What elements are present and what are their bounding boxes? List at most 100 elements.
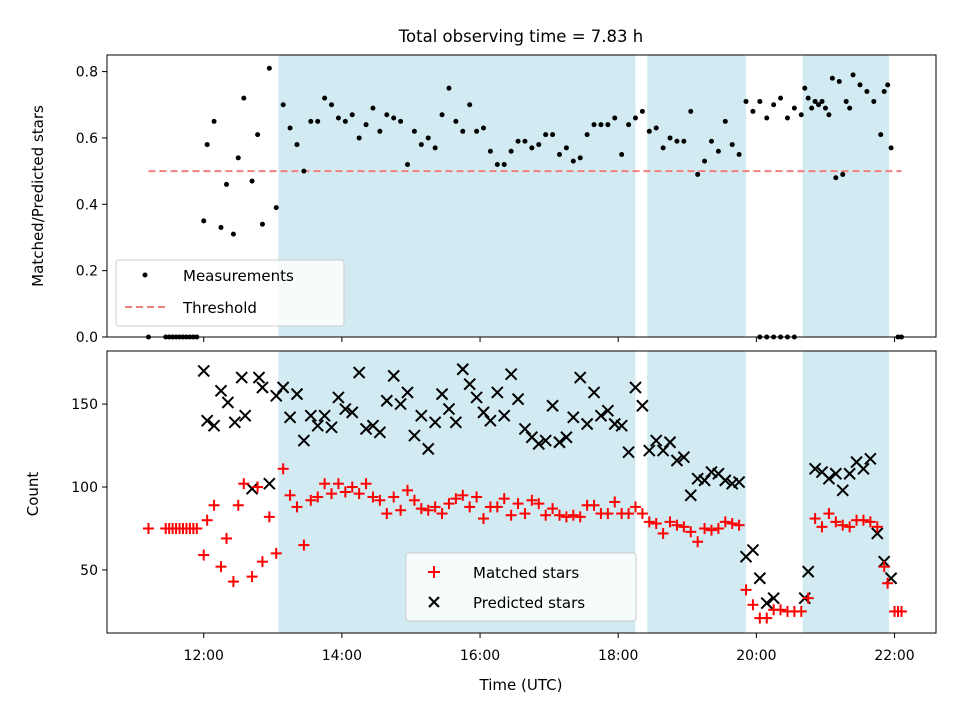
- predicted-point: [504, 368, 518, 381]
- predicted-stroke: [767, 591, 780, 605]
- measurement-point: [722, 118, 728, 124]
- predicted-stroke: [332, 391, 345, 404]
- measurement-point: [681, 138, 687, 144]
- measurement-point: [550, 132, 556, 138]
- matched-point: [450, 493, 462, 505]
- matched-point: [830, 516, 842, 528]
- matched-point: [560, 511, 572, 523]
- predicted-stroke: [428, 416, 442, 429]
- matched-point: [636, 508, 648, 520]
- measurement-point: [356, 135, 362, 141]
- predicted-point: [380, 394, 393, 407]
- predicted-point: [256, 381, 269, 394]
- measurement-point: [639, 108, 645, 114]
- measurement-point: [280, 102, 286, 108]
- measurement-point: [391, 115, 397, 121]
- y-tick-label: 0.0: [76, 330, 98, 346]
- measurement-point: [418, 142, 424, 148]
- predicted-stroke: [732, 475, 746, 489]
- predicted-point: [801, 565, 815, 578]
- predicted-point: [415, 409, 428, 422]
- predicted-point: [732, 475, 746, 489]
- measurement-point: [805, 95, 811, 101]
- measurement-point: [342, 118, 348, 124]
- measurement-point: [888, 145, 894, 151]
- predicted-stroke: [705, 465, 718, 479]
- predicted-stroke: [290, 387, 304, 401]
- measurement-point: [729, 142, 735, 148]
- predicted-point: [491, 386, 504, 399]
- measurement-point: [695, 171, 701, 177]
- predicted-point: [546, 399, 559, 412]
- predicted-stroke: [435, 387, 449, 401]
- matched-point: [332, 478, 344, 490]
- predicted-stroke: [415, 409, 428, 422]
- predicted-stroke: [712, 467, 725, 480]
- matched-point: [567, 509, 579, 521]
- predicted-stroke: [311, 419, 324, 432]
- matched-point: [270, 547, 282, 559]
- predicted-point: [864, 452, 877, 466]
- matched-point: [227, 576, 239, 588]
- predicted-stroke: [663, 436, 677, 449]
- matched-point: [198, 549, 210, 561]
- predicted-stroke: [238, 409, 252, 422]
- measurement-point: [405, 161, 411, 167]
- x-tick-label: 18:00: [598, 648, 638, 664]
- measurement-point: [398, 118, 404, 124]
- predicted-stroke: [511, 392, 525, 406]
- predicted-point: [636, 399, 649, 412]
- matched-point: [246, 571, 258, 583]
- measurement-point: [308, 118, 314, 124]
- predicted-stroke: [567, 411, 580, 424]
- predicted-point: [387, 369, 400, 383]
- measurement-point: [411, 128, 417, 134]
- predicted-stroke: [470, 391, 483, 404]
- measurement-point: [757, 98, 763, 104]
- matched-point: [319, 478, 331, 490]
- predicted-stroke: [643, 444, 656, 457]
- matched-point: [540, 509, 552, 521]
- measurement-point: [259, 221, 265, 227]
- matched-point: [761, 612, 773, 624]
- observing-span: [647, 351, 747, 633]
- measurement-point: [598, 122, 604, 128]
- legend-measurements-label: Measurements: [183, 267, 294, 285]
- predicted-stroke: [408, 429, 421, 442]
- matched-point: [602, 508, 614, 520]
- measurement-point: [273, 205, 279, 211]
- matched-point: [208, 499, 220, 511]
- predicted-stroke: [276, 381, 290, 394]
- matched-point: [346, 481, 358, 493]
- predicted-point: [449, 416, 463, 429]
- predicted-stroke: [843, 467, 856, 480]
- predicted-point: [235, 371, 248, 384]
- predicted-stroke: [587, 386, 601, 399]
- predicted-stroke: [491, 386, 504, 399]
- predicted-point: [808, 462, 822, 475]
- matched-point: [353, 488, 365, 500]
- measurement-point: [474, 128, 480, 134]
- matched-point: [252, 481, 264, 493]
- y-tick-label: 50: [80, 563, 98, 579]
- predicted-point: [663, 436, 677, 449]
- predicted-point: [359, 422, 373, 436]
- matched-point: [505, 509, 517, 521]
- predicted-stroke: [622, 445, 635, 459]
- predicted-point: [567, 411, 580, 424]
- x-axis-label: Time (UTC): [479, 676, 563, 694]
- chart-title: Total observing time = 7.83 h: [398, 27, 643, 46]
- matched-point: [844, 521, 856, 533]
- matched-point: [650, 518, 662, 530]
- measurement-point: [743, 98, 749, 104]
- matched-point: [685, 526, 697, 538]
- measurement-point: [439, 112, 445, 118]
- matched-point: [512, 498, 524, 510]
- matched-point: [664, 516, 676, 528]
- matched-point: [284, 489, 296, 501]
- matched-point: [699, 522, 711, 534]
- measurement-point: [840, 171, 846, 177]
- legend-matched-label: Matched stars: [473, 564, 579, 582]
- predicted-point: [511, 392, 525, 406]
